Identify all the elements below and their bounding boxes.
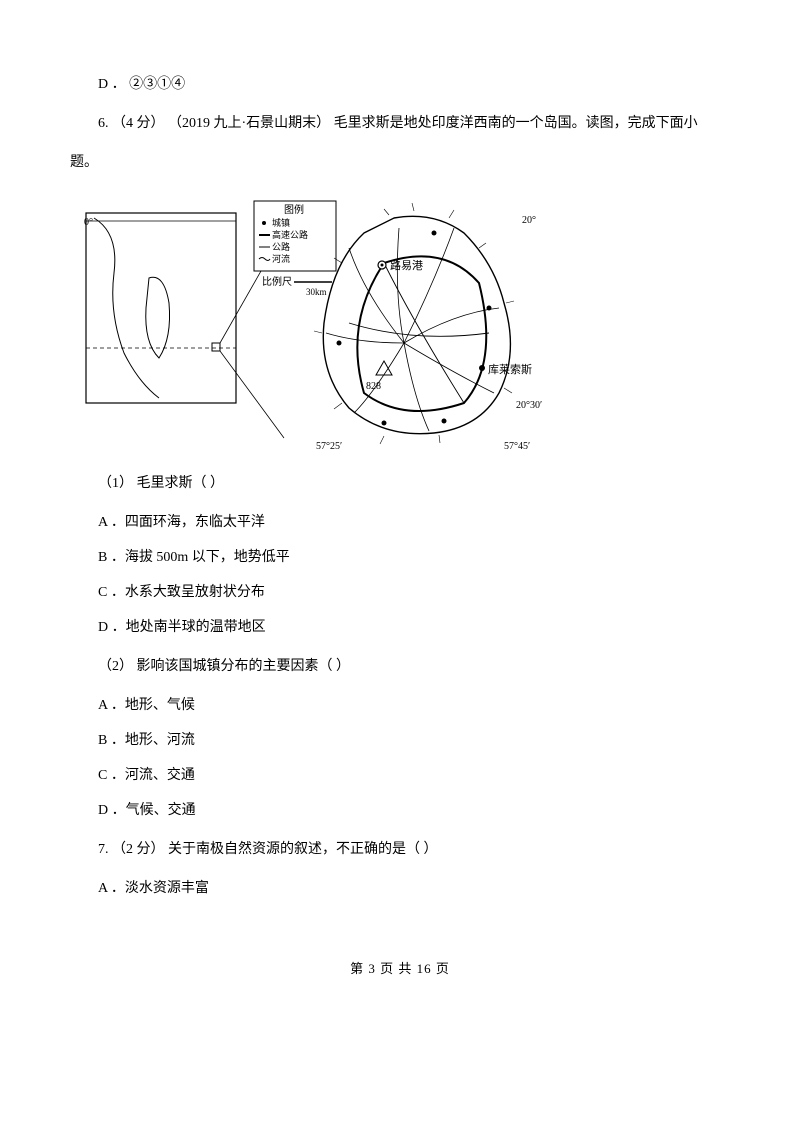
q6-2-choice-B[interactable]: B ．地形、河流 <box>98 730 730 751</box>
q6-1-choice-D[interactable]: D ．地处南半球的温带地区 <box>98 617 730 638</box>
q6-stem-text-a: 毛里求斯是地处印度洋西南的一个岛国。读图，完成下面小 <box>334 116 698 131</box>
town-port: 路易港 <box>390 259 423 272</box>
legend-item-1: 高速公路 <box>272 229 308 240</box>
choice-text: 海拔 500m 以下，地势低平 <box>125 550 290 565</box>
q6-sub1-text: 毛里求斯（ <box>137 476 207 491</box>
legend-item-0: 城镇 <box>272 217 290 228</box>
legend-title: 图例 <box>284 203 304 216</box>
footer-sep: 共 <box>398 961 412 976</box>
lat-top: 20° <box>522 215 536 226</box>
q7-stem: 7. （2 分） 关于南极自然资源的叙述，不正确的是（ ） <box>70 839 730 860</box>
q6-sub1-tail: ） <box>210 476 224 491</box>
q6-sub2-tail: ） <box>336 659 350 674</box>
rivers <box>326 228 499 431</box>
equator-label: 0° <box>84 217 93 228</box>
choice-text: ②③①④ <box>129 77 185 92</box>
choice-text: 地形、河流 <box>125 733 195 748</box>
map-svg: 0° 图例 城镇 高速公路 公路 河流 比例尺 <box>84 193 554 453</box>
lat-mid: 20°30′ <box>516 400 542 411</box>
prev-question-choice-d: D ． ②③①④ <box>98 74 730 95</box>
q6-map-figure: 0° 图例 城镇 高速公路 公路 河流 比例尺 <box>84 193 730 453</box>
peak-icon <box>376 361 392 375</box>
footer-page: 第 3 页 <box>350 961 394 976</box>
town-city: 库莱索斯 <box>488 362 532 376</box>
q6-1-choice-B[interactable]: B ．海拔 500m 以下，地势低平 <box>98 547 730 568</box>
q6-2-choice-D[interactable]: D ．气候、交通 <box>98 800 730 821</box>
q6-stem-text-b: 题。 <box>70 155 98 170</box>
q6-stem-line2: 题。 <box>70 152 730 173</box>
q6-sub2-text: 影响该国城镇分布的主要因素（ <box>137 659 333 674</box>
lon-left: 57°25′ <box>316 441 342 452</box>
q6-1-choice-C[interactable]: C ．水系大致呈放射状分布 <box>98 582 730 603</box>
peak-label: 828 <box>366 381 381 392</box>
legend-item-2: 公路 <box>272 241 290 252</box>
q7-stem-text: 关于南极自然资源的叙述，不正确的是（ <box>168 842 420 857</box>
q6-sub2-label: （2） <box>98 659 133 674</box>
q6-source: （2019 九上·石景山期末） <box>168 116 330 131</box>
q7-points: （2 分） <box>112 842 165 857</box>
q6-stem-line1: 6. （4 分） （2019 九上·石景山期末） 毛里求斯是地处印度洋西南的一个… <box>70 113 730 134</box>
q6-number: 6. <box>98 116 109 131</box>
lon-right: 57°45′ <box>504 441 530 452</box>
q6-2-choice-C[interactable]: C ．河流、交通 <box>98 765 730 786</box>
q7-choice-A[interactable]: A ．淡水资源丰富 <box>98 878 730 899</box>
footer-total: 16 页 <box>417 961 450 976</box>
q6-sub1-label: （1） <box>98 476 133 491</box>
legend-item-3: 河流 <box>272 253 290 264</box>
q6-2-choice-A[interactable]: A ．地形、气候 <box>98 695 730 716</box>
choice-text: 河流、交通 <box>125 768 195 783</box>
choice-letter: D <box>98 77 108 92</box>
scale-value: 30km <box>306 287 327 297</box>
choice-text: 地处南半球的温带地区 <box>126 620 266 635</box>
scale-label: 比例尺 <box>262 275 292 288</box>
page-footer: 第 3 页 共 16 页 <box>70 959 730 979</box>
choice-text: 地形、气候 <box>125 698 195 713</box>
q6-1-choice-A[interactable]: A ．四面环海，东临太平洋 <box>98 512 730 533</box>
q7-number: 7. <box>98 842 109 857</box>
q6-points: （4 分） <box>112 116 165 131</box>
q6-sub1: （1） 毛里求斯（ ） <box>70 473 730 494</box>
choice-sep: ． <box>112 77 126 92</box>
q7-tail: ） <box>424 842 438 857</box>
choice-text: 四面环海，东临太平洋 <box>125 515 265 530</box>
choice-text: 水系大致呈放射状分布 <box>125 585 265 600</box>
q6-sub2: （2） 影响该国城镇分布的主要因素（ ） <box>70 656 730 677</box>
choice-text: 淡水资源丰富 <box>125 881 209 896</box>
choice-text: 气候、交通 <box>126 803 196 818</box>
